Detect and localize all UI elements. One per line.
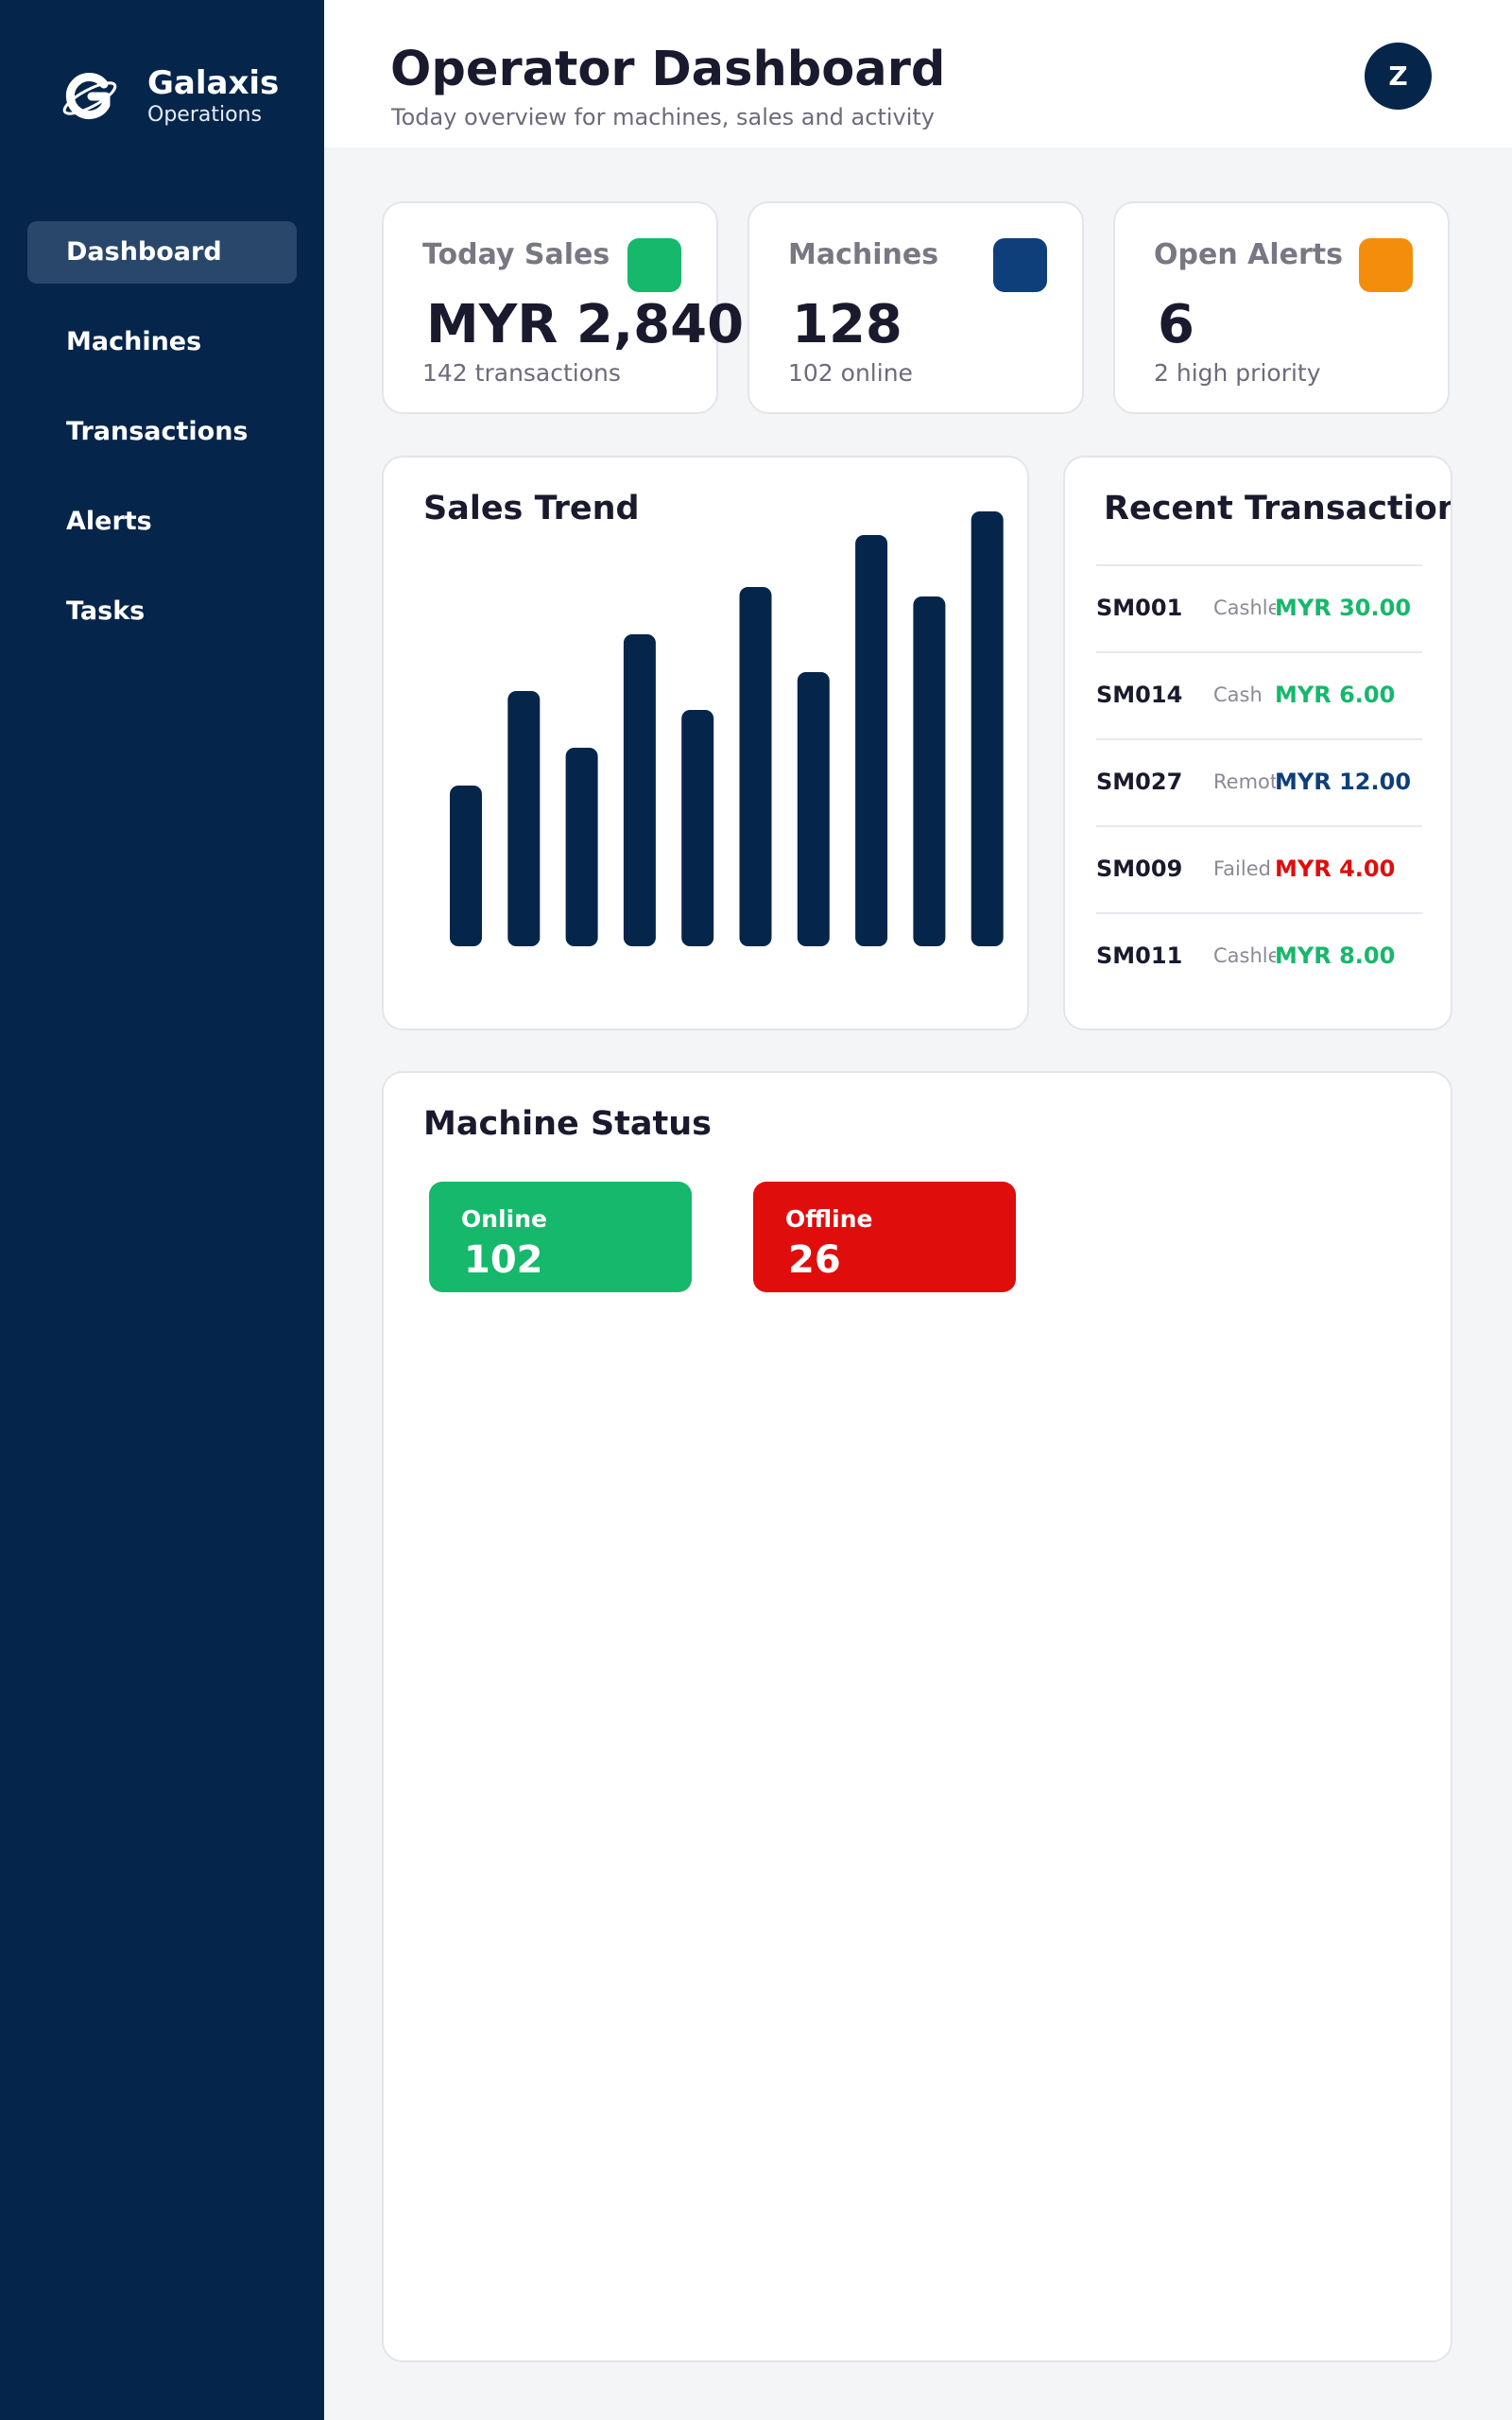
sidebar-nav: Dashboard Machines Transactions Alerts T… (27, 221, 297, 670)
transaction-method: Failed (1213, 857, 1271, 880)
status-tile-online[interactable]: Online 102 (429, 1182, 692, 1292)
page-subtitle: Today overview for machines, sales and a… (391, 104, 936, 130)
stat-label: Open Alerts (1154, 238, 1343, 271)
stat-card-today-sales: Today Sales MYR 2,840 142 transactions (382, 201, 744, 414)
sales-bar (797, 672, 830, 946)
galaxis-logo-icon (62, 73, 117, 119)
sidebar-item-machines[interactable]: Machines (66, 327, 202, 356)
page-title: Operator Dashboard (390, 42, 946, 97)
stat-value: MYR 2,840 (426, 294, 745, 355)
transaction-machine-id: SM011 (1096, 942, 1183, 969)
transaction-machine-id: SM027 (1096, 769, 1183, 795)
transaction-amount: MYR 30.00 (1275, 595, 1412, 621)
transaction-method: Cash (1213, 683, 1263, 706)
transaction-list: SM001 Cashless MYR 30.00 SM014 Cash MYR … (1096, 564, 1422, 999)
sales-bar (739, 587, 772, 946)
sales-trend-title: Sales Trend (423, 490, 640, 527)
transaction-amount: MYR 8.00 (1275, 942, 1396, 969)
sales-bar (450, 786, 482, 946)
stat-value: 128 (792, 294, 902, 355)
sales-bar (913, 596, 946, 946)
sidebar-item-tasks[interactable]: Tasks (66, 596, 146, 626)
page-header: Operator Dashboard Today overview for ma… (324, 0, 1512, 147)
transaction-machine-id: SM001 (1096, 595, 1183, 621)
status-value: 26 (788, 1238, 841, 1282)
brand[interactable]: Galaxis Operations (59, 64, 279, 129)
sales-trend-chart (450, 511, 1004, 946)
sales-bar (855, 535, 888, 946)
transaction-row[interactable]: SM014 Cash MYR 6.00 (1096, 651, 1422, 738)
stat-subtext: 2 high priority (1154, 359, 1321, 387)
transaction-amount: MYR 4.00 (1275, 856, 1396, 882)
brand-subtitle: Operations (147, 103, 262, 127)
transaction-row[interactable]: SM009 Failed MYR 4.00 (1096, 825, 1422, 912)
transaction-method: Cashless (1213, 596, 1276, 619)
transaction-machine-id: SM014 (1096, 682, 1183, 708)
sales-bar (565, 748, 598, 946)
transaction-amount: MYR 12.00 (1275, 769, 1412, 795)
stat-label: Today Sales (422, 238, 610, 271)
transaction-amount: MYR 6.00 (1275, 682, 1396, 708)
sales-bar (623, 634, 656, 946)
alerts-indicator-icon (1359, 238, 1413, 292)
transaction-method: Cashless (1213, 944, 1276, 967)
sales-trend-card: Sales Trend (382, 456, 1029, 1030)
sales-bar (507, 691, 541, 946)
transaction-row[interactable]: SM001 Cashless MYR 30.00 (1096, 564, 1422, 651)
stat-card-open-alerts: Open Alerts 6 2 high priority (1113, 201, 1450, 414)
stat-subtext: 102 online (788, 359, 913, 387)
stat-subtext: 142 transactions (422, 359, 621, 387)
transaction-method: Remote (1213, 770, 1276, 793)
transaction-row[interactable]: SM027 Remote MYR 12.00 (1096, 738, 1422, 825)
recent-transactions-card: Recent Transactions SM001 Cashless MYR 3… (1063, 456, 1452, 1030)
stat-label: Machines (788, 238, 939, 271)
transaction-machine-id: SM009 (1096, 856, 1183, 882)
machine-status-title: Machine Status (423, 1105, 712, 1143)
recent-transactions-title: Recent Transactions (1104, 490, 1452, 527)
sidebar-item-alerts[interactable]: Alerts (66, 507, 152, 536)
status-label: Offline (785, 1205, 873, 1233)
sidebar-item-dashboard[interactable]: Dashboard (27, 221, 297, 284)
status-value: 102 (464, 1238, 543, 1282)
status-tile-offline[interactable]: Offline 26 (753, 1182, 1016, 1292)
sidebar: Galaxis Operations Dashboard Machines Tr… (0, 0, 324, 2420)
sales-bar (681, 710, 714, 946)
user-avatar[interactable]: Z (1365, 43, 1432, 110)
stat-card-machines: Machines 128 102 online (747, 201, 1084, 414)
stat-value: 6 (1158, 294, 1194, 355)
machine-status-card: Machine Status Online 102 Offline 26 (382, 1071, 1452, 2362)
sales-bar (971, 511, 1004, 946)
transaction-row[interactable]: SM011 Cashless MYR 8.00 (1096, 912, 1422, 999)
status-label: Online (461, 1205, 547, 1233)
sidebar-item-transactions[interactable]: Transactions (66, 417, 249, 446)
machines-indicator-icon (993, 238, 1047, 292)
sales-indicator-icon (627, 238, 681, 292)
brand-name: Galaxis (147, 64, 280, 102)
